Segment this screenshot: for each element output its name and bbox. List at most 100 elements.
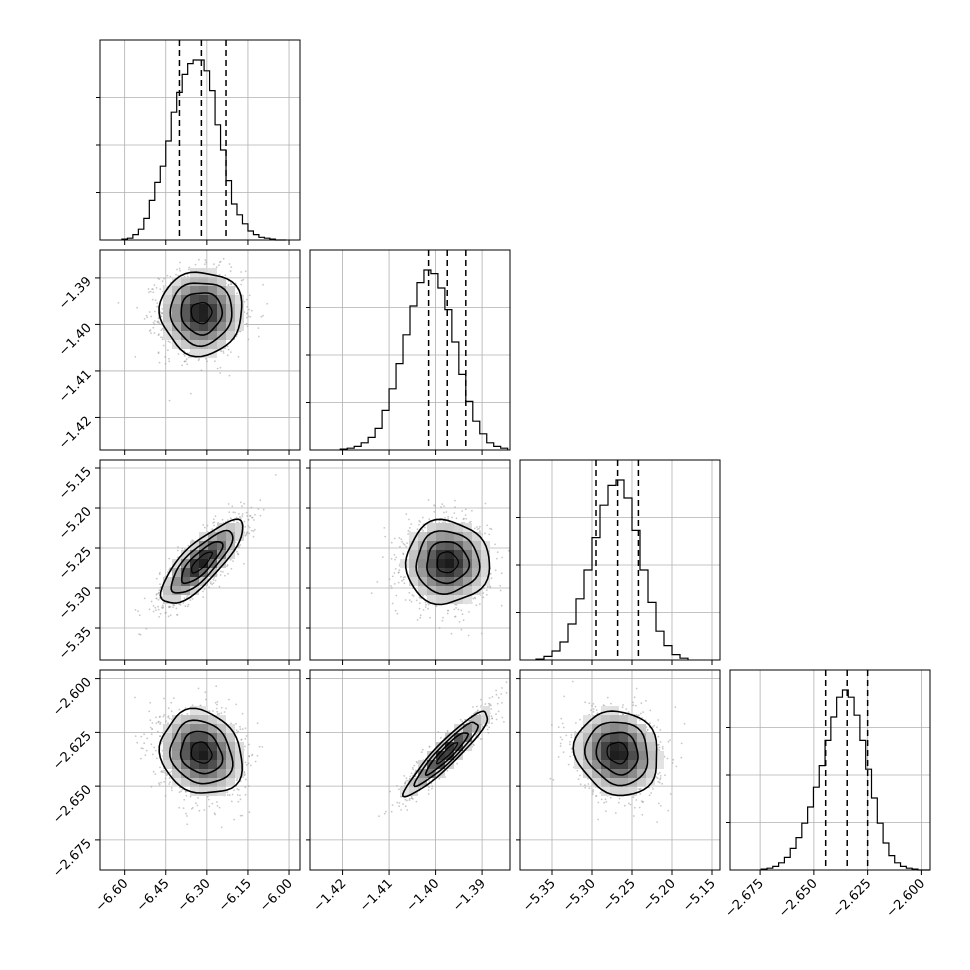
scatter-point bbox=[204, 698, 207, 701]
scatter-point bbox=[565, 734, 568, 737]
scatter-point bbox=[381, 556, 384, 559]
scatter-point bbox=[391, 575, 394, 578]
y-tick-label-3-0: −2.675 bbox=[50, 836, 95, 881]
scatter-point bbox=[479, 525, 481, 528]
density-cell bbox=[199, 340, 208, 349]
density-cell bbox=[463, 586, 472, 595]
scatter-point bbox=[227, 572, 229, 575]
scatter-point bbox=[403, 544, 406, 546]
scatter-point bbox=[152, 291, 155, 294]
scatter-point bbox=[191, 598, 194, 600]
scatter-point bbox=[159, 571, 161, 574]
scatter-point bbox=[186, 823, 189, 826]
scatter-point bbox=[600, 798, 603, 801]
density-cell bbox=[427, 568, 436, 577]
scatter-point bbox=[239, 728, 242, 731]
scatter-point bbox=[639, 787, 642, 790]
scatter-point bbox=[476, 710, 479, 712]
x-tick-label-1-3: −1.39 bbox=[450, 876, 489, 915]
scatter-point bbox=[224, 274, 227, 277]
scatter-point bbox=[409, 775, 412, 778]
density-cell bbox=[427, 559, 436, 568]
scatter-point bbox=[461, 613, 464, 616]
scatter-point bbox=[396, 801, 399, 804]
scatter-point bbox=[641, 813, 644, 816]
scatter-point bbox=[592, 708, 595, 710]
scatter-point bbox=[228, 794, 231, 797]
density-cell bbox=[163, 295, 172, 304]
scatter-point bbox=[167, 716, 170, 719]
scatter-point bbox=[203, 588, 206, 590]
scatter-point bbox=[163, 780, 166, 783]
scatter-point bbox=[140, 757, 142, 760]
scatter-point bbox=[152, 321, 155, 324]
scatter-point bbox=[237, 800, 240, 803]
density-cell bbox=[217, 550, 226, 559]
scatter-point bbox=[456, 762, 458, 765]
scatter-point bbox=[588, 702, 591, 705]
scatter-point bbox=[183, 360, 186, 363]
scatter-point bbox=[198, 358, 201, 360]
scatter-point bbox=[446, 612, 449, 615]
density-cell bbox=[208, 541, 217, 550]
panel-content-1-0 bbox=[117, 257, 269, 402]
scatter-point bbox=[656, 821, 658, 823]
scatter-point bbox=[606, 696, 609, 699]
scatter-point bbox=[222, 352, 225, 354]
scatter-point bbox=[167, 340, 170, 343]
density-cell bbox=[199, 742, 208, 751]
scatter-point bbox=[202, 590, 204, 593]
scatter-point bbox=[422, 609, 425, 611]
scatter-point bbox=[404, 798, 407, 801]
density-cell bbox=[226, 751, 235, 760]
density-cell bbox=[601, 751, 610, 760]
scatter-point bbox=[458, 621, 461, 623]
density-cell bbox=[418, 559, 427, 568]
scatter-point bbox=[168, 360, 171, 363]
scatter-point bbox=[443, 505, 445, 507]
scatter-point bbox=[162, 715, 165, 718]
scatter-point bbox=[229, 558, 232, 561]
scatter-point bbox=[424, 601, 427, 604]
scatter-point bbox=[393, 583, 396, 585]
scatter-point bbox=[246, 515, 249, 517]
scatter-point bbox=[390, 585, 392, 587]
scatter-point bbox=[156, 305, 159, 308]
scatter-point bbox=[168, 557, 171, 560]
scatter-point bbox=[447, 518, 450, 520]
density-cell bbox=[427, 532, 436, 541]
scatter-point bbox=[584, 784, 586, 786]
density-cell bbox=[208, 277, 217, 286]
scatter-point bbox=[435, 605, 438, 608]
scatter-point bbox=[211, 528, 214, 531]
density-cell bbox=[190, 586, 199, 595]
density-cell bbox=[427, 751, 436, 760]
scatter-point bbox=[236, 777, 239, 780]
scatter-point bbox=[221, 518, 224, 521]
scatter-point bbox=[597, 801, 600, 804]
scatter-point bbox=[180, 790, 182, 793]
scatter-point bbox=[416, 761, 419, 764]
scatter-point bbox=[401, 540, 403, 543]
scatter-point bbox=[204, 691, 207, 694]
density-cell bbox=[610, 751, 619, 760]
scatter-point bbox=[183, 353, 185, 356]
scatter-point bbox=[445, 511, 448, 513]
scatter-point bbox=[256, 722, 259, 725]
density-cell bbox=[217, 532, 226, 541]
scatter-point bbox=[661, 745, 664, 748]
density-cell bbox=[172, 331, 181, 340]
density-cell bbox=[217, 724, 226, 733]
scatter-point bbox=[144, 754, 147, 756]
density-cell bbox=[637, 733, 646, 742]
scatter-point bbox=[157, 592, 160, 595]
scatter-point bbox=[228, 698, 230, 701]
density-cell bbox=[172, 715, 181, 724]
scatter-point bbox=[238, 516, 241, 518]
density-cell bbox=[445, 760, 454, 769]
scatter-point bbox=[513, 685, 515, 687]
density-cell bbox=[172, 295, 181, 304]
scatter-point bbox=[231, 505, 234, 508]
density-cell bbox=[481, 706, 490, 715]
scatter-point bbox=[149, 719, 152, 722]
